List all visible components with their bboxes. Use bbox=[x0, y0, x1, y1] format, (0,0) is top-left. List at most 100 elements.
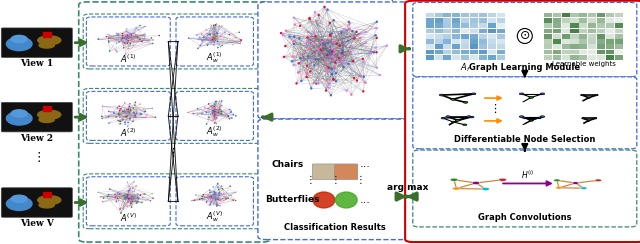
Point bbox=[296, 79, 307, 83]
Bar bbox=[579, 55, 588, 60]
FancyBboxPatch shape bbox=[1, 188, 72, 217]
Point bbox=[118, 34, 128, 38]
Point bbox=[215, 110, 225, 114]
Point bbox=[104, 121, 114, 125]
Point bbox=[295, 24, 305, 28]
Bar bbox=[561, 18, 570, 23]
Bar bbox=[461, 34, 469, 39]
Point bbox=[111, 200, 122, 203]
Bar bbox=[544, 18, 552, 23]
Point bbox=[138, 33, 148, 37]
Point bbox=[212, 114, 223, 118]
Point bbox=[312, 51, 322, 55]
Point bbox=[111, 41, 122, 45]
Bar bbox=[606, 23, 614, 28]
Point bbox=[331, 79, 341, 83]
Point bbox=[122, 195, 132, 199]
Point bbox=[131, 33, 141, 37]
Point bbox=[209, 40, 219, 44]
Bar bbox=[444, 13, 451, 18]
Point bbox=[102, 194, 113, 198]
Point bbox=[125, 197, 136, 201]
Point bbox=[129, 110, 139, 114]
Point bbox=[276, 31, 286, 35]
Point bbox=[195, 36, 205, 40]
Bar bbox=[544, 50, 552, 54]
Point bbox=[212, 117, 222, 121]
Circle shape bbox=[39, 42, 54, 48]
Point bbox=[211, 198, 221, 202]
Point bbox=[324, 51, 335, 55]
Point bbox=[375, 73, 385, 77]
Point bbox=[112, 106, 122, 110]
Point bbox=[124, 36, 134, 40]
Point bbox=[338, 56, 348, 60]
Point bbox=[206, 190, 216, 193]
Point bbox=[335, 54, 345, 58]
Point bbox=[129, 31, 139, 35]
FancyBboxPatch shape bbox=[79, 2, 270, 242]
Point bbox=[122, 196, 132, 200]
Point bbox=[236, 40, 246, 44]
Text: $\odot$: $\odot$ bbox=[519, 30, 531, 42]
Point bbox=[337, 51, 347, 55]
Point bbox=[220, 30, 230, 34]
Point bbox=[195, 37, 205, 41]
Bar bbox=[597, 44, 605, 49]
Point bbox=[124, 104, 134, 108]
Point bbox=[125, 109, 136, 113]
Point bbox=[93, 190, 103, 194]
Bar bbox=[461, 55, 469, 60]
Point bbox=[205, 32, 216, 36]
Point bbox=[361, 30, 371, 34]
Point bbox=[209, 106, 220, 110]
Point bbox=[330, 61, 340, 65]
Ellipse shape bbox=[12, 35, 28, 43]
Point bbox=[339, 65, 349, 69]
Point bbox=[346, 50, 356, 54]
Point bbox=[193, 46, 203, 50]
Point bbox=[197, 39, 207, 43]
Point bbox=[211, 111, 221, 115]
Point bbox=[216, 192, 226, 195]
Point bbox=[214, 191, 224, 195]
Point bbox=[123, 111, 133, 114]
Point bbox=[115, 192, 125, 196]
Point bbox=[100, 116, 111, 120]
Bar bbox=[461, 13, 469, 18]
Point bbox=[103, 33, 113, 37]
Point bbox=[131, 100, 141, 104]
Point bbox=[230, 198, 241, 202]
Text: Graph Learning Module: Graph Learning Module bbox=[469, 63, 580, 72]
Bar bbox=[615, 55, 623, 60]
Bar bbox=[553, 29, 561, 33]
FancyBboxPatch shape bbox=[86, 177, 170, 226]
Point bbox=[104, 40, 114, 44]
Point bbox=[337, 58, 348, 62]
Point bbox=[214, 193, 224, 197]
Point bbox=[124, 197, 134, 201]
Point bbox=[120, 194, 131, 198]
Point bbox=[136, 193, 146, 197]
Bar bbox=[497, 29, 505, 33]
Ellipse shape bbox=[6, 197, 32, 210]
Point bbox=[343, 39, 353, 43]
Bar bbox=[615, 23, 623, 28]
Point bbox=[209, 35, 220, 39]
Point bbox=[210, 117, 220, 121]
Point bbox=[209, 40, 220, 44]
Point bbox=[214, 187, 224, 191]
Point bbox=[121, 33, 131, 37]
Point bbox=[136, 112, 146, 116]
Point bbox=[212, 39, 223, 43]
Circle shape bbox=[450, 178, 458, 181]
Point bbox=[122, 114, 132, 118]
Bar bbox=[579, 23, 588, 28]
Point bbox=[228, 198, 238, 202]
Point bbox=[208, 32, 218, 36]
Bar bbox=[561, 50, 570, 54]
Bar bbox=[444, 29, 451, 33]
Point bbox=[317, 54, 327, 58]
Circle shape bbox=[588, 97, 590, 98]
Point bbox=[209, 27, 220, 31]
